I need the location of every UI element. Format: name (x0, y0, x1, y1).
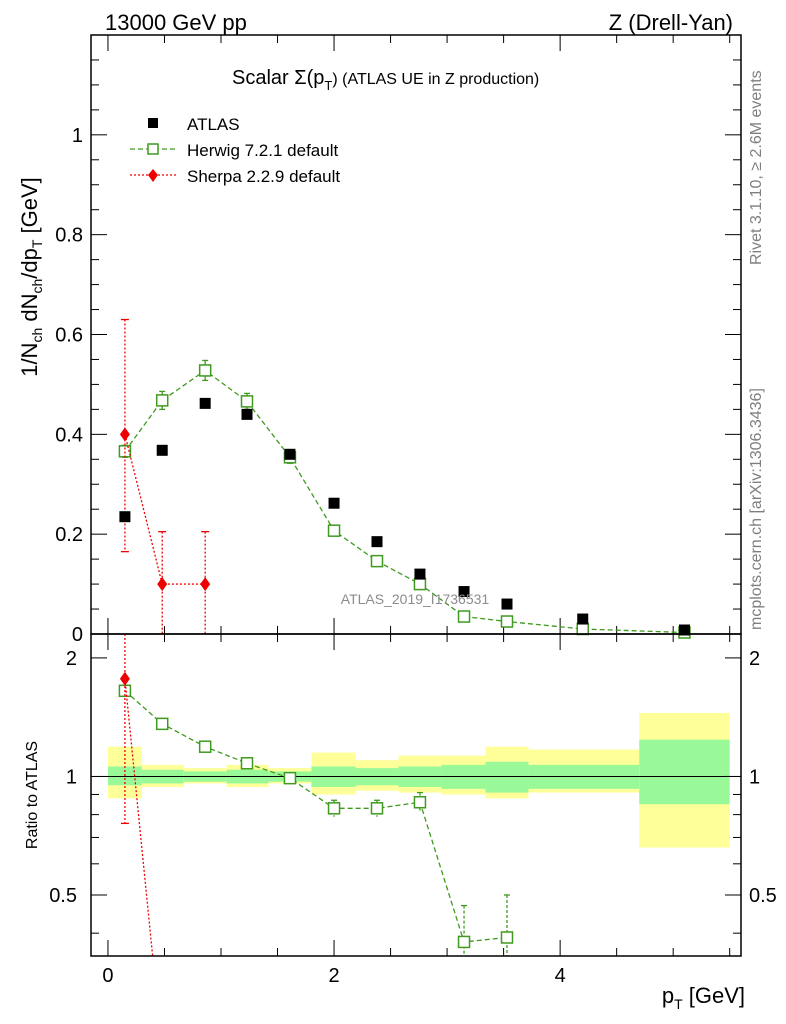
herwig-point (155, 394, 169, 407)
atlas-point (328, 497, 340, 509)
sherpa-line (124, 434, 206, 585)
herwig-point (327, 524, 341, 537)
ratio-y-axis-label: Ratio to ATLAS (24, 741, 41, 849)
ratio-y-tick-label-right: 1 (749, 766, 760, 788)
atlas-point (284, 448, 296, 460)
legend-atlas-marker (148, 118, 158, 128)
ratio-y-tick-label: 1 (66, 766, 77, 788)
ratio-herwig-point (155, 717, 169, 731)
ratio-sherpa-line (124, 678, 154, 957)
legend-entry-herwig: Herwig 7.2.1 default (130, 141, 338, 160)
atlas-point (678, 624, 690, 636)
herwig-line (124, 369, 685, 634)
atlas-point (199, 397, 211, 409)
analysis-watermark: ATLAS_2019_I1736531 (341, 591, 490, 607)
ratio-y-tick-label-right: 0.5 (749, 885, 777, 907)
main-axis-ticks: 0 0.2 0.4 0.6 0.8 1 (55, 34, 741, 646)
header-right-label: Z (Drell-Yan) (609, 10, 733, 35)
atlas-point (241, 408, 253, 420)
main-y-axis-label: 1/Nch dNch/dpT [GeV] (17, 177, 45, 377)
sherpa-point (119, 427, 130, 442)
legend-atlas-label: ATLAS (187, 115, 240, 134)
herwig-point (198, 364, 212, 377)
main-chart-title: Scalar Σ(pT) (ATLAS UE in Z production) (232, 67, 539, 93)
legend-sherpa-label: Sherpa 2.2.9 default (187, 167, 340, 186)
herwig-point (370, 554, 384, 568)
herwig-point (500, 615, 514, 628)
ratio-herwig-point (457, 935, 471, 949)
main-y-tick-label: 0.4 (55, 424, 83, 446)
x-tick-label: 0 (102, 965, 113, 987)
main-y-tick-label: 0.8 (55, 225, 83, 247)
ratio-uncertainty-bands (107, 712, 730, 848)
legend-herwig-label: Herwig 7.2.1 default (187, 141, 338, 160)
herwig-point (457, 610, 471, 623)
legend-herwig-marker (147, 143, 159, 155)
rivet-version-note: Rivet 3.1.10, ≥ 2.6M events (748, 70, 765, 265)
atlas-point (577, 613, 589, 625)
herwig-point (240, 395, 254, 408)
x-tick-label: 2 (328, 965, 339, 987)
atlas-point (501, 598, 513, 610)
ratio-sherpa-point (119, 671, 130, 686)
ratio-herwig-point (500, 931, 514, 944)
ratio-y-tick-label: 2 (66, 648, 77, 670)
main-series (118, 318, 691, 639)
x-tick-label: 4 (555, 965, 566, 987)
main-y-tick-label: 0 (72, 624, 83, 646)
ratio-y-tick-label-right: 2 (749, 648, 760, 670)
ratio-herwig-line (124, 690, 508, 943)
legend-entry-sherpa: Sherpa 2.2.9 default (130, 167, 340, 186)
ratio-band-inner (485, 761, 529, 793)
mcplots-reference-note: mcplots.cern.ch [arXiv:1306.3436] (748, 388, 765, 630)
ratio-herwig-point (413, 795, 427, 809)
ratio-axis-ticks: 0.5 0.5 1 1 2 2 0 2 4 (49, 634, 777, 987)
atlas-point (458, 586, 470, 598)
herwig-point (413, 577, 427, 591)
ratio-herwig-point (240, 757, 254, 770)
ratio-herwig-point (283, 771, 297, 785)
herwig-point (576, 622, 589, 636)
ratio-herwig-point (327, 802, 341, 815)
ratio-band-inner (639, 739, 730, 805)
main-y-tick-label: 0.6 (55, 325, 83, 347)
atlas-point (156, 444, 168, 456)
ratio-y-tick-label: 0.5 (49, 885, 77, 907)
legend-sherpa-marker (148, 169, 158, 182)
main-panel: 0 0.2 0.4 0.6 0.8 1 ATLAS_2019_I1736531 Scala… (17, 34, 742, 646)
atlas-point (119, 511, 131, 523)
legend-entry-atlas: ATLAS (148, 115, 240, 134)
legend: ATLAS Herwig 7.2.1 default Sherpa 2.2.9 … (130, 115, 340, 186)
ratio-series (118, 634, 514, 957)
atlas-point (414, 568, 426, 580)
atlas-point (371, 536, 383, 548)
ratio-herwig-point (370, 802, 384, 815)
ratio-herwig-point (198, 740, 212, 753)
ratio-plot-frame (90, 633, 742, 957)
main-y-tick-label: 0.2 (55, 524, 83, 546)
main-y-tick-label: 1 (72, 125, 83, 147)
x-axis-label: pT [GeV] (662, 983, 745, 1012)
ratio-panel: 0.5 0.5 1 1 2 2 0 2 4 Ratio to ATLAS pT [GeV] (24, 633, 777, 1012)
sherpa-point (157, 577, 168, 592)
sherpa-point (200, 577, 211, 592)
header-left-label: 13000 GeV pp (105, 10, 247, 35)
